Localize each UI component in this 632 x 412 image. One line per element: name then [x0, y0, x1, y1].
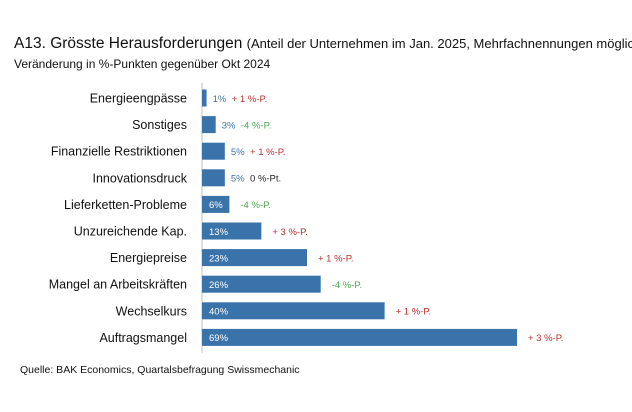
category-label: Mangel an Arbeitskräften [49, 278, 187, 292]
value-label: 5% [231, 174, 245, 185]
bar [202, 142, 225, 160]
value-label: 5% [231, 147, 245, 158]
category-label: Wechselkurs [116, 304, 187, 318]
value-label: 26% [209, 280, 229, 291]
bar [202, 328, 517, 346]
category-label: Auftragsmangel [99, 331, 187, 345]
source-note: Quelle: BAK Economics, Quartalsbefragung… [20, 364, 300, 376]
bar [202, 116, 216, 134]
value-label: 1% [213, 94, 227, 105]
change-label: + 1 %-P. [232, 94, 267, 105]
change-label: 0 %-Pt. [250, 174, 281, 185]
category-label: Energiepreise [110, 251, 187, 265]
change-label: -4 %-P. [332, 280, 362, 291]
category-label: Innovationsdruck [92, 171, 187, 185]
change-label: + 3 %-P. [272, 227, 307, 238]
value-label: 13% [209, 227, 229, 238]
value-label: 6% [209, 200, 223, 211]
category-label: Finanzielle Restriktionen [51, 145, 187, 159]
bar [202, 89, 207, 107]
bar [202, 302, 385, 320]
change-label: + 3 %-P. [528, 333, 563, 344]
value-label: 69% [209, 333, 229, 344]
bar [202, 249, 307, 267]
change-label: -4 %-P. [240, 200, 270, 211]
category-label: Lieferketten-Probleme [64, 198, 187, 212]
chart-title: A13. Grösste Herausforderungen (Anteil d… [14, 35, 632, 53]
change-label: + 1 %-P. [318, 253, 353, 264]
chart-subtitle: Veränderung in %-Punkten gegenüber Okt 2… [14, 57, 271, 71]
change-label: + 1 %-P. [396, 307, 431, 318]
category-label: Sonstiges [132, 118, 187, 132]
value-label: 3% [222, 120, 236, 131]
chart-title-main: A13. Grösste Herausforderungen [14, 35, 243, 52]
bar [202, 222, 262, 240]
category-label: Energieengpässe [90, 92, 187, 106]
category-label: Unzureichende Kap. [74, 225, 187, 239]
bar [202, 195, 230, 213]
bar [202, 275, 321, 293]
value-label: 40% [209, 307, 229, 318]
chart-title-sub: (Anteil der Unternehmen im Jan. 2025, Me… [246, 36, 632, 51]
change-label: + 1 %-P. [250, 147, 285, 158]
value-label: 23% [209, 253, 229, 264]
change-label: -4 %-P. [241, 120, 271, 131]
bar [202, 169, 225, 187]
